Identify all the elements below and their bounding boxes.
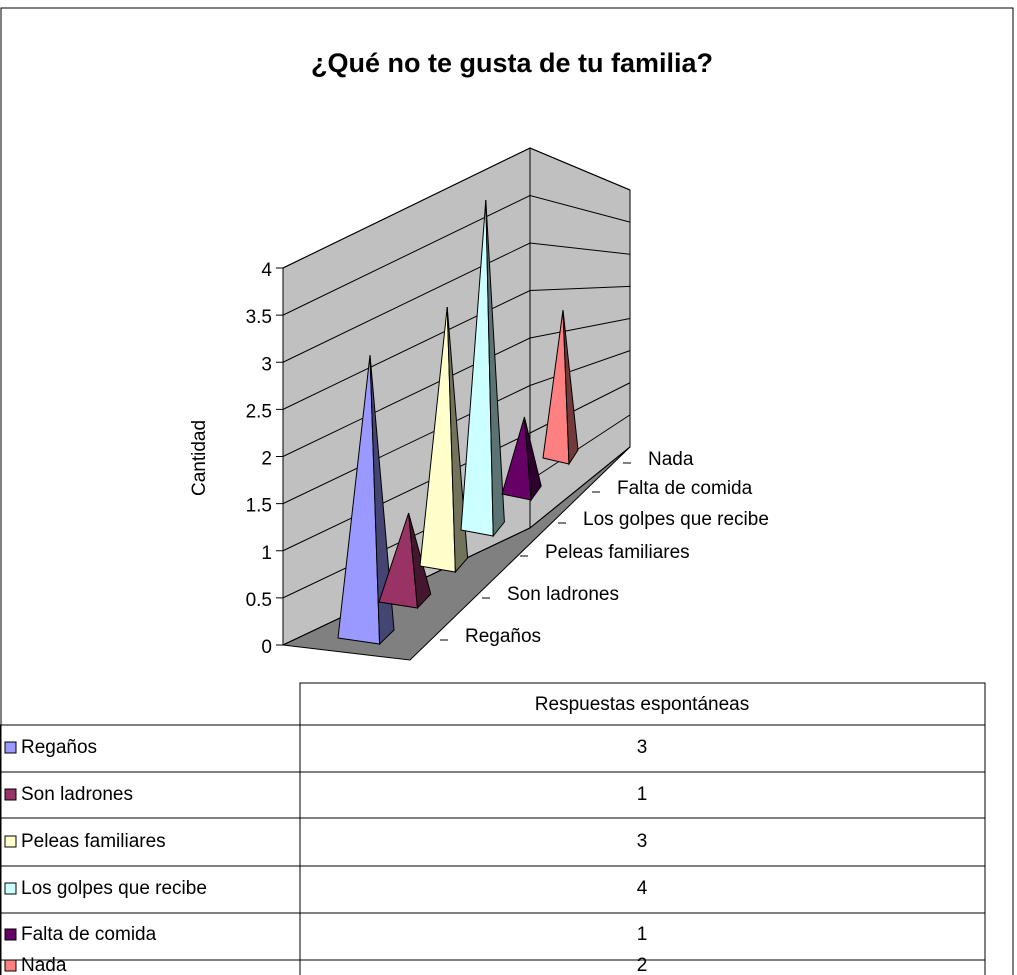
chart-title: ¿Qué no te gusta de tu familia? — [311, 48, 713, 78]
legend-label: Regaños — [21, 737, 97, 758]
table-value: 4 — [637, 878, 648, 899]
y-tick-label: 4 — [261, 260, 272, 281]
legend-label: Falta de comida — [21, 924, 157, 945]
grid-line — [282, 147, 631, 269]
pyramid-side — [562, 309, 579, 466]
legend-swatch — [4, 882, 17, 895]
y-tick-label: 3 — [261, 354, 272, 375]
legend-label: Nada — [21, 955, 67, 975]
table-value: 2 — [637, 955, 648, 975]
y-axis-label: Cantidad — [189, 420, 210, 496]
grid-line — [282, 194, 631, 316]
table-value: 1 — [637, 924, 648, 945]
y-tick-label: 0.5 — [246, 590, 272, 611]
y-tick-label: 0 — [261, 637, 272, 658]
y-tick-label: 2 — [261, 449, 272, 470]
table-value: 3 — [637, 831, 648, 852]
legend-label: Peleas familiares — [21, 831, 166, 852]
table-header: Respuestas espontáneas — [535, 694, 749, 715]
y-tick-label: 1.5 — [246, 496, 272, 517]
legend-swatch — [4, 788, 17, 801]
x-tick-label: Nada — [648, 449, 694, 470]
pyramid-side — [523, 416, 542, 502]
legend-swatch — [4, 928, 17, 941]
y-tick-label: 1 — [261, 543, 272, 564]
table-value: 1 — [637, 784, 648, 805]
x-tick-label: Los golpes que recibe — [583, 509, 769, 530]
legend-swatch — [4, 959, 17, 972]
y-tick-label: 3.5 — [246, 307, 272, 328]
table-value: 3 — [637, 737, 648, 758]
legend-label: Los golpes que recibe — [21, 878, 207, 899]
x-tick-label: Regaños — [465, 626, 541, 647]
grid-line — [282, 242, 631, 363]
pyramid-side — [369, 354, 395, 646]
legend-swatch — [4, 741, 17, 754]
pyramid-side — [408, 512, 432, 610]
legend-label: Son ladrones — [21, 784, 133, 805]
legend-swatch — [4, 835, 17, 848]
x-tick-label: Peleas familiares — [545, 542, 690, 563]
pyramid-side — [485, 199, 505, 538]
x-tick-label: Falta de comida — [617, 478, 753, 499]
x-tick-label: Son ladrones — [507, 584, 619, 605]
y-tick-label: 2.5 — [246, 401, 272, 422]
table-row — [0, 959, 986, 975]
grid-line — [282, 285, 631, 410]
